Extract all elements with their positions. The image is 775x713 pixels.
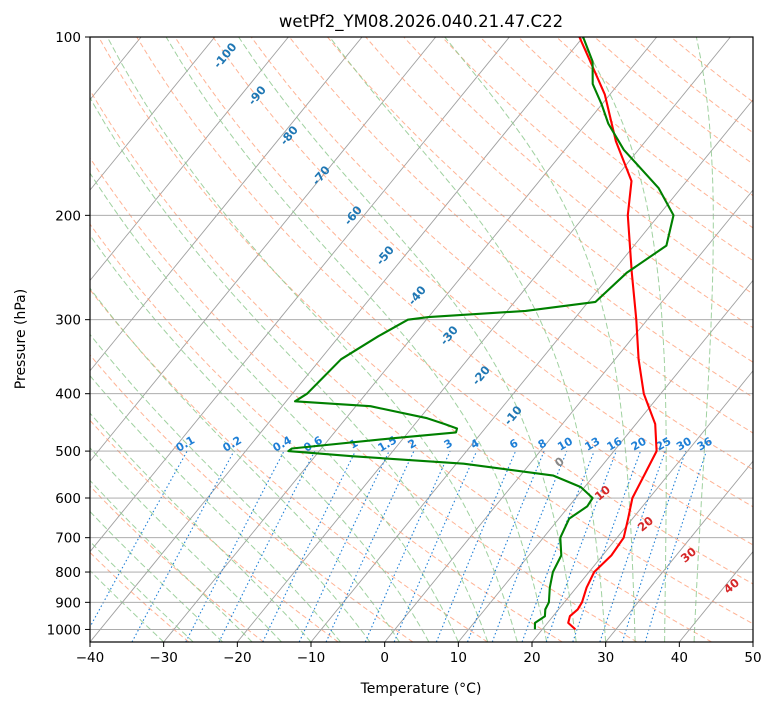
y-tick-label: 600 (55, 491, 81, 507)
chart-title: wetPf2_YM08.2026.040.21.47.C22 (279, 12, 563, 32)
y-tick-label: 800 (55, 565, 81, 581)
x-axis-label: Temperature (°C) (360, 681, 482, 697)
y-tick-label: 400 (55, 387, 81, 403)
x-tick-label: 0 (380, 650, 389, 666)
y-tick-label: 900 (55, 595, 81, 611)
y-tick-label: 300 (55, 313, 81, 329)
x-tick-label: −10 (297, 650, 326, 666)
y-axis-label: Pressure (hPa) (13, 289, 29, 389)
y-tick-label: 100 (55, 30, 81, 46)
y-tick-label: 500 (55, 444, 81, 460)
y-tick-label: 1000 (47, 622, 81, 638)
y-tick-label: 200 (55, 208, 81, 224)
x-tick-label: 20 (523, 650, 540, 666)
x-tick-label: 30 (597, 650, 614, 666)
x-tick-label: 40 (671, 650, 688, 666)
x-tick-label: 50 (744, 650, 761, 666)
x-tick-label: 10 (450, 650, 467, 666)
x-tick-label: −30 (149, 650, 178, 666)
x-tick-label: −40 (76, 650, 105, 666)
x-tick-label: −20 (223, 650, 252, 666)
y-tick-label: 700 (55, 531, 81, 547)
